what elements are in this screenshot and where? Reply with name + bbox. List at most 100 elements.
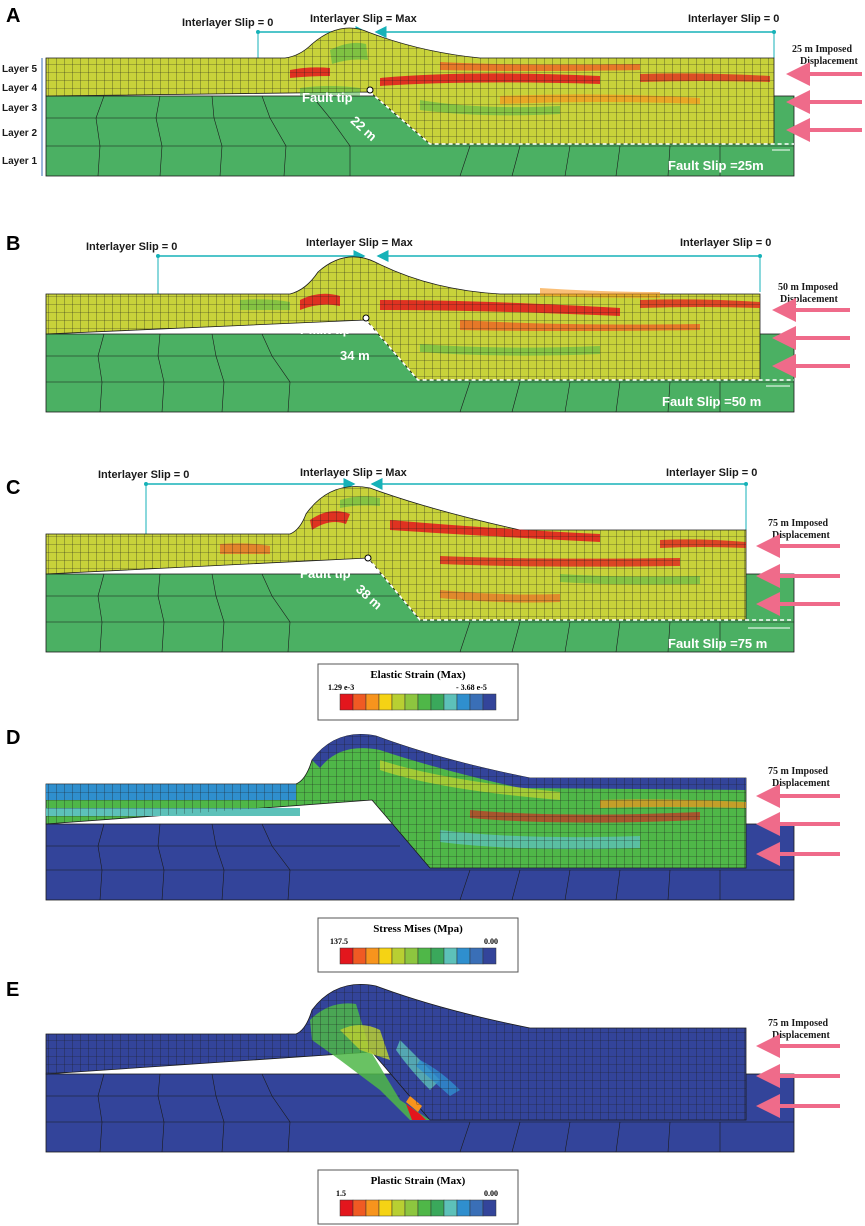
fault-trace: [365, 319, 794, 381]
slip-label-right: Interlayer Slip = 0: [688, 13, 779, 25]
legend-swatch: [456, 947, 471, 965]
legend-swatch: [404, 693, 419, 711]
displacement-label-2: Displacement: [772, 778, 830, 789]
displacement-label: 75 m Imposed: [768, 766, 828, 777]
legend-swatch: [469, 693, 484, 711]
legend-swatch: [365, 1199, 380, 1217]
legend-swatch: [404, 1199, 419, 1217]
legend-swatch: [456, 1199, 471, 1217]
fault-tip-label: Fault tip: [300, 566, 351, 581]
panel-label: E: [6, 979, 19, 1001]
cover-mesh: [46, 256, 760, 380]
distance-label: 34 m: [340, 348, 370, 363]
legend-swatch: [443, 1199, 458, 1217]
legend-swatch: [482, 947, 497, 965]
legend-swatch: [352, 693, 367, 711]
panel-e: E 75 m Imposed Displacement: [6, 979, 840, 1153]
legend-max: 1.29 e-3: [328, 683, 354, 692]
fault-slip-label: Fault Slip =25m: [668, 158, 764, 173]
legend-title: Plastic Strain (Max): [371, 1175, 466, 1187]
legend-swatch: [365, 693, 380, 711]
legend-color-scale: [339, 947, 497, 965]
legend-swatch: [456, 693, 471, 711]
panel-b: B Interlayer Slip = 0 Interlayer Slip = …: [6, 233, 850, 413]
legend-swatch: [482, 1199, 497, 1217]
legend-elastic-strain: Elastic Strain (Max) 1.29 e-3 - 3.68 e-5: [317, 663, 519, 721]
panel-label: D: [6, 727, 20, 749]
panel-a: A Interlayer Slip = 0 Interlayer Slip = …: [2, 5, 862, 177]
fault-tip-marker: [362, 314, 370, 322]
legend-swatch: [391, 947, 406, 965]
fault-tip-marker: [364, 554, 372, 562]
displacement-arrows: [772, 298, 850, 378]
legend-swatch: [352, 947, 367, 965]
legend-color-scale: [339, 693, 497, 711]
legend-stress-mises: Stress Mises (Mpa) 137.5 0.00: [317, 917, 519, 973]
cover-mesh: [46, 28, 774, 144]
panel-d: D 75 m Imposed Displacement: [6, 727, 840, 901]
legend-min: - 3.68 e-5: [456, 683, 487, 692]
displacement-label: 75 m Imposed: [768, 1018, 828, 1029]
legend-swatch: [430, 1199, 445, 1217]
basement-mesh: [46, 95, 794, 177]
slip-label-left: Interlayer Slip = 0: [98, 469, 189, 481]
legend-min: 0.00: [484, 937, 498, 946]
cover-mesh: [46, 486, 746, 620]
slip-label-right: Interlayer Slip = 0: [666, 467, 757, 479]
legend-max: 1.5: [336, 1189, 346, 1198]
panel-label: C: [6, 477, 20, 499]
displacement-arrows: [756, 1034, 840, 1118]
displacement-label: 25 m Imposed: [792, 44, 852, 55]
slip-label-mid: Interlayer Slip = Max: [300, 467, 408, 479]
legend-swatch: [443, 693, 458, 711]
slip-label-mid: Interlayer Slip = Max: [310, 13, 418, 25]
displacement-arrows: [756, 534, 840, 616]
legend-color-scale: [339, 1199, 497, 1217]
slip-label-left: Interlayer Slip = 0: [182, 17, 273, 29]
fault-trace: [369, 91, 794, 145]
legend-swatch: [339, 693, 354, 711]
legend-plastic-strain: Plastic Strain (Max) 1.5 0.00: [317, 1169, 519, 1225]
layer-1-label: Layer 1: [2, 156, 37, 167]
layer-labels: Layer 5 Layer 4 Layer 3 Layer 2 Layer 1: [2, 58, 43, 176]
panel-label: A: [6, 5, 20, 27]
legend-swatch: [391, 693, 406, 711]
legend-max: 137.5: [330, 937, 348, 946]
displacement-label: 75 m Imposed: [768, 518, 828, 529]
slip-label-mid: Interlayer Slip = Max: [306, 237, 414, 249]
displacement-label-2: Displacement: [772, 1030, 830, 1041]
layer-3-label: Layer 3: [2, 103, 37, 114]
legend-swatch: [417, 1199, 432, 1217]
displacement-label: 50 m Imposed: [778, 282, 838, 293]
fault-slip-label: Fault Slip =75 m: [668, 636, 767, 651]
displacement-arrows: [786, 62, 862, 142]
panel-label: B: [6, 233, 20, 255]
legend-swatch: [404, 947, 419, 965]
displacement-label-2: Displacement: [780, 294, 838, 305]
legend-swatch: [482, 693, 497, 711]
legend-swatch: [391, 1199, 406, 1217]
basement-mesh: [46, 1073, 794, 1153]
legend-swatch: [430, 947, 445, 965]
basement-mesh: [46, 823, 794, 901]
cover-mesh: [46, 734, 746, 868]
fault-tip-marker: [366, 86, 374, 94]
legend-swatch: [443, 947, 458, 965]
legend-title: Elastic Strain (Max): [370, 669, 466, 681]
legend-title: Stress Mises (Mpa): [373, 923, 463, 935]
layer-2-label: Layer 2: [2, 128, 37, 139]
legend-swatch: [339, 947, 354, 965]
fault-tip-label: Fault tip: [302, 90, 353, 105]
displacement-arrows: [756, 784, 840, 866]
legend-swatch: [378, 1199, 393, 1217]
legend-swatch: [417, 947, 432, 965]
displacement-label-2: Displacement: [800, 56, 858, 67]
legend-swatch: [430, 693, 445, 711]
legend-swatch: [378, 947, 393, 965]
fault-trace: [367, 557, 794, 621]
legend-swatch: [469, 1199, 484, 1217]
legend-swatch: [365, 947, 380, 965]
legend-swatch: [417, 693, 432, 711]
legend-swatch: [378, 693, 393, 711]
